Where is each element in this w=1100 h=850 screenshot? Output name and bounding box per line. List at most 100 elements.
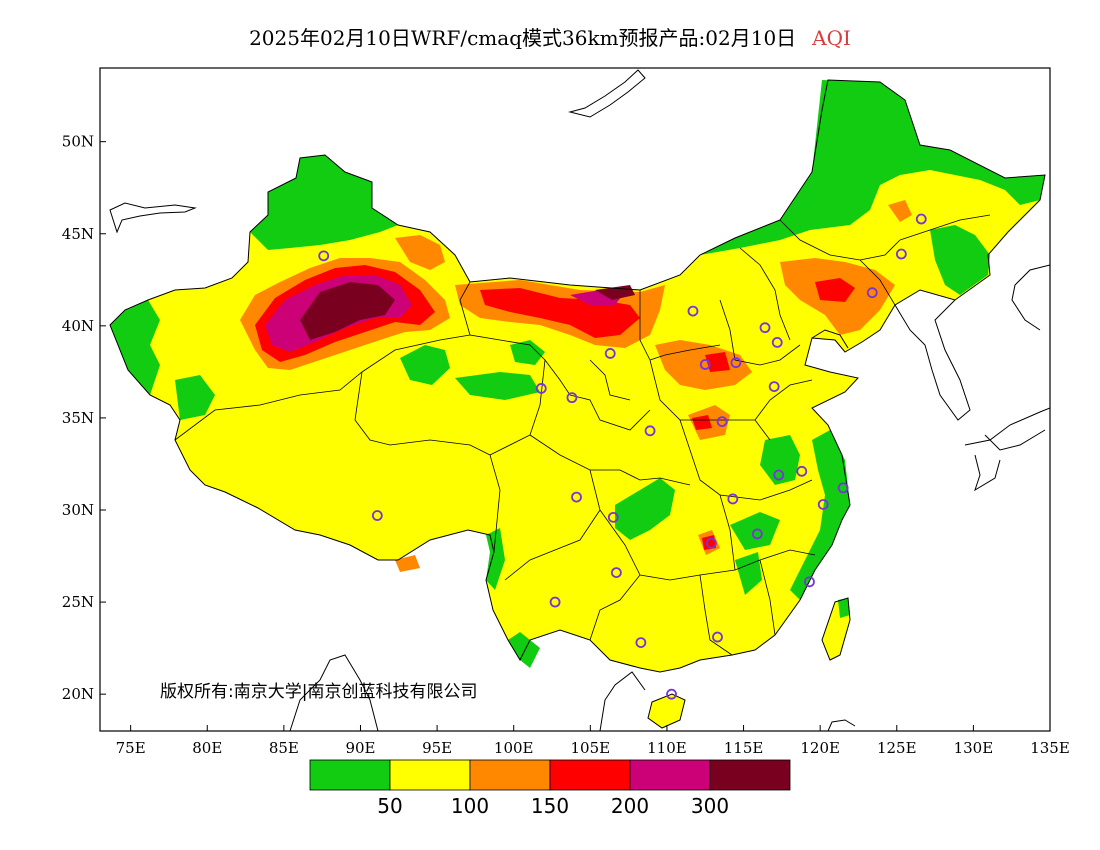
city-marker xyxy=(535,383,547,394)
aqi-very-unhealthy-tarim xyxy=(300,282,395,340)
lon-tick-label: 130E xyxy=(954,739,994,757)
city-marker xyxy=(635,637,647,648)
legend-break-label: 300 xyxy=(691,794,729,818)
taiwan-outline xyxy=(821,597,851,661)
legend-swatch xyxy=(389,759,471,791)
province-borders xyxy=(174,214,991,656)
south-asia-coastline xyxy=(289,654,856,731)
city-marker xyxy=(768,381,780,393)
city-marker xyxy=(727,493,739,505)
hainan-island xyxy=(648,694,685,728)
city-marker xyxy=(773,469,785,481)
city-marker xyxy=(751,528,763,540)
lat-tick-label: 40N xyxy=(62,317,94,335)
lat-tick-label: 25N xyxy=(62,593,94,611)
map-frame xyxy=(99,67,1051,732)
lon-tick-label: 100E xyxy=(494,739,534,757)
aqi-legend: 50 100 150 200 300 xyxy=(309,759,791,818)
city-marker xyxy=(915,213,927,225)
aqi-moderate-hebei xyxy=(705,352,730,372)
city-marker xyxy=(604,348,616,359)
legend-swatch xyxy=(469,759,551,791)
city-marker xyxy=(705,537,717,549)
city-marker xyxy=(549,596,561,608)
legend-swatch xyxy=(549,759,631,791)
hainan-outline xyxy=(647,693,686,729)
lat-tick-label: 30N xyxy=(62,501,94,519)
aqi-good-gansu xyxy=(510,340,545,365)
legend-break-label: 100 xyxy=(451,794,489,818)
city-marker xyxy=(759,322,771,334)
city-marker xyxy=(866,287,878,299)
china-outline xyxy=(109,79,1046,673)
aqi-good-coast-east xyxy=(790,430,850,600)
city-marker xyxy=(644,425,656,437)
lon-tick-label: 105E xyxy=(571,739,611,757)
city-marker xyxy=(371,510,383,521)
aqi-good-jiangxi xyxy=(735,552,762,595)
lon-tick-label: 120E xyxy=(800,739,840,757)
map-title: 2025年02月10日WRF/cmaq模式36km预报产品:02月10日 AQI xyxy=(0,22,1100,51)
aqi-light-tibet-spot xyxy=(395,555,420,572)
lat-tick-label: 20N xyxy=(62,685,94,703)
city-markers xyxy=(318,213,927,700)
legend-break-label: 200 xyxy=(611,794,649,818)
city-marker xyxy=(566,392,578,404)
lon-tick-label: 75E xyxy=(116,739,146,757)
city-marker xyxy=(610,567,622,579)
city-marker xyxy=(796,465,808,477)
lon-tick-label: 95E xyxy=(422,739,452,757)
latitude-axis: 50N 45N 40N 35N 30N 25N 20N xyxy=(62,133,106,703)
aqi-good-yunnan-south xyxy=(508,632,540,668)
lake-balkhash xyxy=(109,202,197,234)
city-marker xyxy=(817,499,829,510)
city-marker xyxy=(804,576,815,588)
legend-break-label: 150 xyxy=(531,794,569,818)
city-marker xyxy=(687,305,699,317)
lake-baikal xyxy=(568,69,646,118)
bohai-coast xyxy=(811,329,849,349)
city-marker xyxy=(699,359,711,370)
aqi-light-heilongjiang xyxy=(888,200,912,222)
lat-tick-label: 45N xyxy=(62,225,94,243)
korea-coastline xyxy=(894,299,971,421)
legend-break-label: 50 xyxy=(377,794,402,818)
aqi-good-yunnan-west xyxy=(486,528,505,590)
aqi-light-ulanqab xyxy=(395,235,445,270)
city-marker xyxy=(712,631,723,643)
aqi-good-qilian xyxy=(455,372,540,400)
legend-swatch xyxy=(309,759,391,791)
map-field xyxy=(110,80,1045,728)
city-marker xyxy=(666,688,677,700)
copyright-text: 版权所有:南京大学|南京创蓝科技有限公司 xyxy=(160,682,477,702)
aqi-good-hunan xyxy=(730,512,780,550)
lon-tick-label: 115E xyxy=(724,739,764,757)
city-marker xyxy=(318,250,330,262)
lon-tick-label: 85E xyxy=(269,739,299,757)
city-marker xyxy=(607,511,619,523)
city-marker xyxy=(895,248,907,260)
city-marker xyxy=(730,357,742,369)
lon-tick-label: 90E xyxy=(345,739,375,757)
lon-tick-label: 125E xyxy=(877,739,917,757)
legend-swatch xyxy=(629,759,711,791)
aqi-good-taiwan xyxy=(838,598,850,618)
longitude-axis: 75E 80E 85E 90E 95E 100E 105E 110E 115E 120E 125E 1… xyxy=(116,725,1070,757)
lon-tick-label: 110E xyxy=(647,739,687,757)
legend-swatch xyxy=(709,759,791,791)
city-marker xyxy=(716,416,728,428)
aqi-good-xinjiang-north xyxy=(250,155,398,250)
aqi-moderate-liaoning xyxy=(815,278,855,302)
city-marker xyxy=(837,482,849,494)
lon-tick-label: 80E xyxy=(192,739,222,757)
japan-coastline xyxy=(964,264,1050,492)
lat-tick-label: 35N xyxy=(62,409,94,427)
lon-tick-label: 135E xyxy=(1030,739,1070,757)
lat-tick-label: 50N xyxy=(62,133,94,151)
aqi-good-qinghai xyxy=(400,345,450,385)
aqi-good-sichuan-guizhou xyxy=(615,478,675,540)
aqi-good-xinjiang-west xyxy=(110,300,160,395)
aqi-good-kashgar xyxy=(175,375,215,420)
boundary-lines xyxy=(109,69,1050,731)
